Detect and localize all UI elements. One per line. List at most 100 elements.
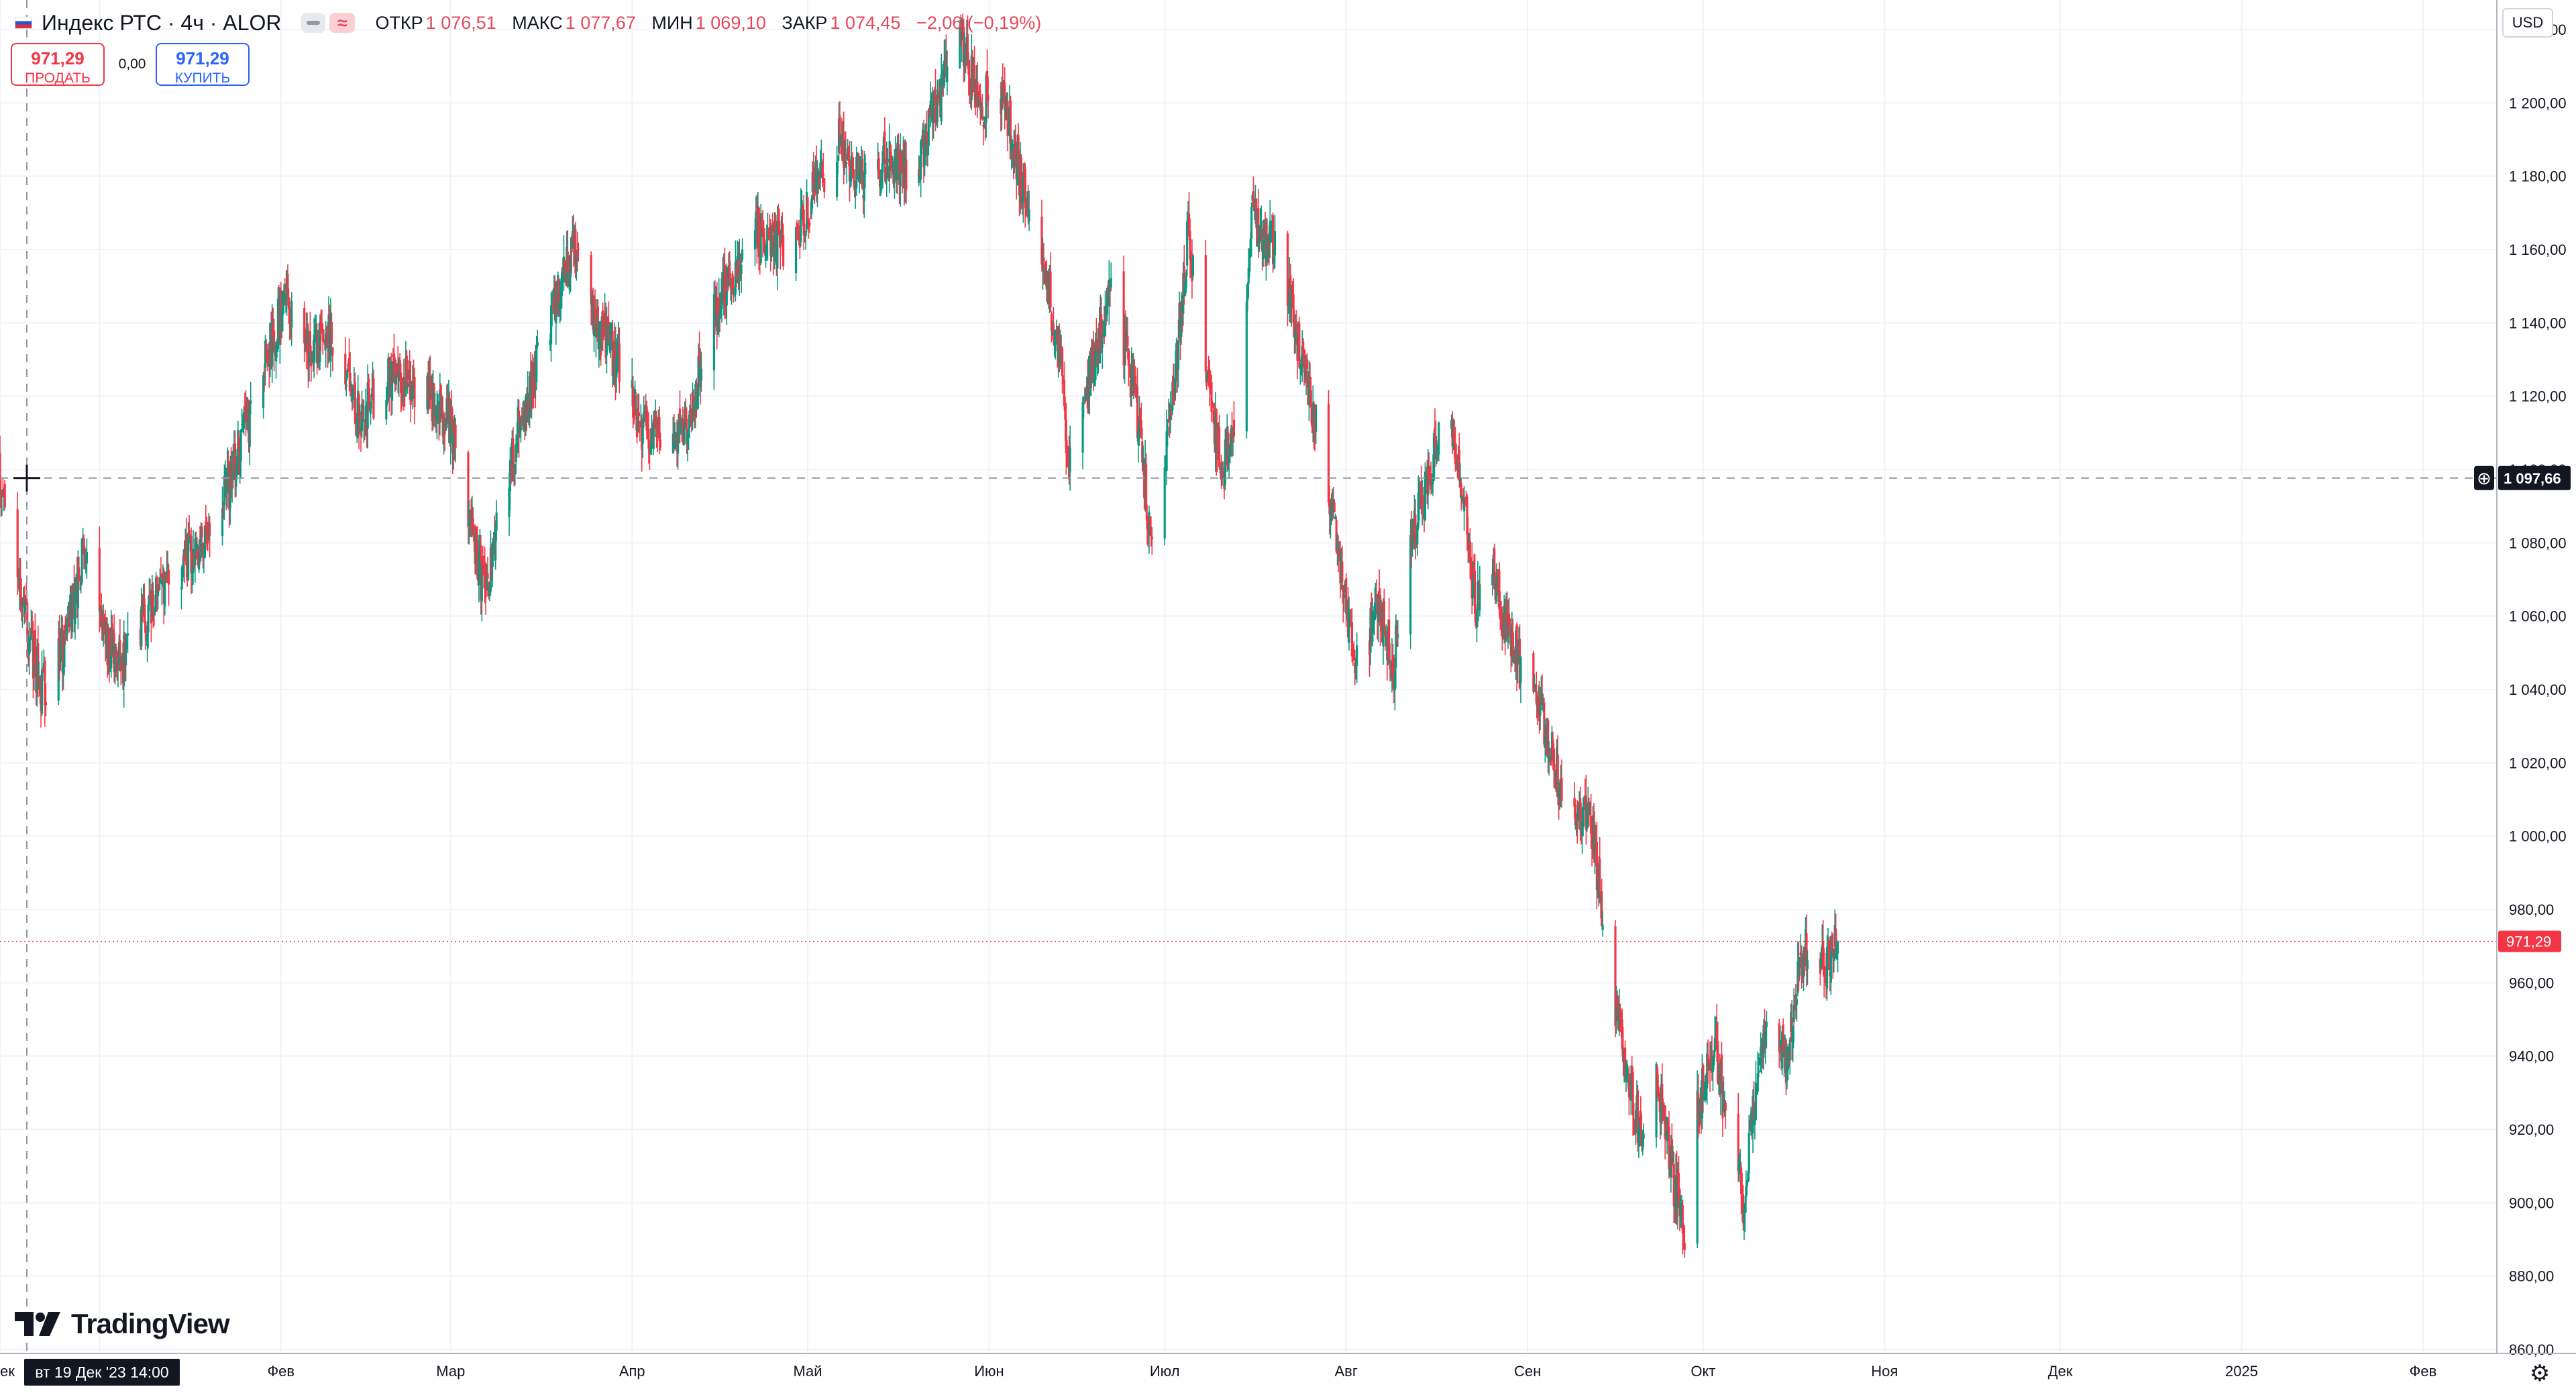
- candle-body: [411, 381, 414, 399]
- candle-body: [1166, 427, 1169, 436]
- gear-icon[interactable]: ⚙: [2529, 1361, 2551, 1386]
- candle: [80, 537, 83, 585]
- candle-body: [1221, 476, 1224, 478]
- candle-body: [1210, 382, 1213, 412]
- candle-body: [770, 225, 773, 258]
- candle-body: [103, 618, 106, 634]
- candle-body: [658, 416, 661, 441]
- candle: [413, 368, 416, 425]
- candle-body: [160, 573, 162, 578]
- candle-body: [985, 70, 989, 99]
- candle-body: [637, 414, 639, 432]
- candle-body: [1106, 288, 1109, 315]
- candle-body: [1273, 259, 1275, 263]
- candle-body: [762, 232, 765, 241]
- candle-body: [495, 512, 498, 531]
- candle-body: [1333, 502, 1336, 512]
- candle-body: [1722, 1097, 1725, 1112]
- candle-body: [987, 95, 989, 101]
- candle-body: [1459, 480, 1462, 484]
- currency-selector[interactable]: USD: [2502, 8, 2553, 38]
- candle: [1556, 735, 1559, 805]
- candle-body: [115, 666, 119, 671]
- candle: [881, 146, 884, 188]
- candle-body: [1417, 492, 1419, 528]
- candle-body: [66, 620, 68, 634]
- candle-body: [982, 125, 985, 127]
- candle-body: [1140, 420, 1142, 439]
- time-axis[interactable]: ек4ФевМарАпрМайИюнИюлАвгСенОктНояДек2025…: [0, 1353, 2576, 1380]
- candle-body: [802, 209, 805, 235]
- candle-body: [1741, 1194, 1745, 1223]
- candle-body: [961, 29, 963, 41]
- candle-body: [1533, 685, 1536, 691]
- high-key: МАКС: [512, 12, 563, 33]
- time-tick-label: Мар: [436, 1363, 465, 1380]
- candle: [433, 383, 435, 427]
- candle: [126, 612, 129, 653]
- candle: [1004, 95, 1007, 121]
- candle: [1024, 163, 1026, 228]
- candle: [1836, 940, 1839, 972]
- candle-body: [740, 264, 743, 274]
- candle-body: [691, 392, 694, 423]
- price-axis[interactable]: 860,00 880,00 900,00 920,00 940,00 960,00 980,…: [2474, 0, 2571, 1358]
- candle: [1127, 347, 1130, 387]
- candle-body: [166, 563, 169, 576]
- candle-body: [444, 419, 447, 431]
- candle: [1397, 620, 1399, 647]
- candle: [61, 616, 64, 691]
- candle-body: [523, 412, 525, 431]
- candle: [454, 417, 457, 463]
- candle: [1758, 1057, 1761, 1066]
- candle-body: [1017, 135, 1020, 170]
- candle-body: [1803, 950, 1805, 977]
- candle-body: [598, 341, 600, 348]
- candle-body: [682, 418, 684, 441]
- price-tick-label: 960,00: [2509, 974, 2554, 991]
- candle-body: [765, 246, 768, 247]
- buy-button[interactable]: 971,29 КУПИТЬ: [156, 43, 250, 86]
- add-alert-button[interactable]: [2474, 465, 2494, 490]
- candle: [521, 407, 523, 431]
- candle: [1427, 449, 1430, 510]
- candle-body: [1299, 365, 1301, 368]
- candle-body: [347, 357, 351, 372]
- candle-body: [1356, 645, 1358, 667]
- candle-body: [1081, 402, 1084, 453]
- candle-body: [154, 607, 156, 610]
- candle-body: [796, 223, 798, 228]
- visibility-toggle-icon[interactable]: [301, 13, 326, 33]
- candle-body: [1575, 822, 1578, 830]
- candle-body: [1397, 634, 1399, 638]
- candle-body: [1831, 937, 1833, 948]
- candle-body: [1334, 516, 1337, 520]
- candle-body: [1642, 1133, 1645, 1139]
- candle: [1707, 1039, 1709, 1084]
- candle: [677, 421, 680, 470]
- candle-body: [1395, 624, 1397, 668]
- candle-body: [1229, 443, 1232, 455]
- candle-body: [981, 106, 983, 119]
- symbol-legend: Индекс РТС · 4ч · ALOR ≈ ОТКР 1 076,51 МА…: [15, 8, 1052, 38]
- candle-body: [1286, 233, 1289, 306]
- candle-body: [655, 416, 658, 433]
- symbol-title[interactable]: Индекс РТС · 4ч · ALOR: [42, 10, 282, 35]
- candle: [843, 111, 845, 184]
- price-tick-label: 1 120,00: [2509, 388, 2567, 405]
- candle-body: [514, 467, 517, 468]
- candle-body: [1805, 933, 1808, 971]
- sell-button[interactable]: 971,29 ПРОДАТЬ: [11, 43, 105, 86]
- candle: [366, 364, 369, 449]
- candle: [239, 429, 242, 478]
- candle: [782, 223, 785, 270]
- candle-body: [635, 394, 637, 414]
- tradingview-logo[interactable]: TradingView: [15, 1308, 230, 1340]
- candle-body: [246, 400, 249, 422]
- candle-body: [1752, 1101, 1756, 1121]
- volume-wave-icon[interactable]: ≈: [329, 13, 356, 33]
- candle-body: [1634, 1110, 1638, 1133]
- candle-body: [1823, 966, 1825, 977]
- candle: [536, 329, 539, 349]
